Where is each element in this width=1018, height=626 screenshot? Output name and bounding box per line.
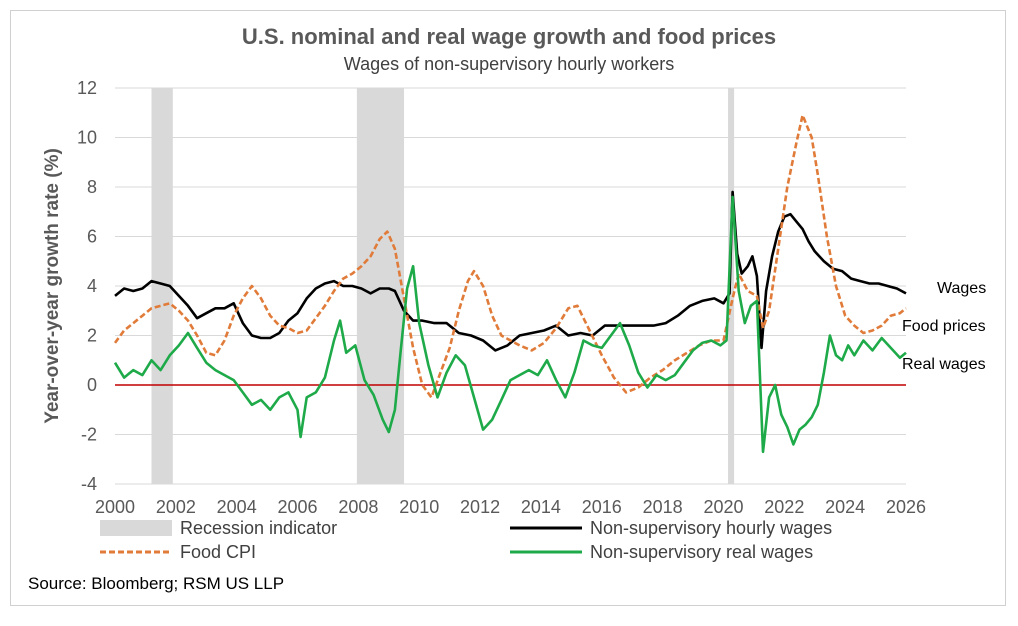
- source-note: Source: Bloomberg; RSM US LLP: [28, 574, 284, 593]
- legend: Recession indicator Non-supervisory hourl…: [100, 518, 832, 562]
- x-tick-label: 2026: [886, 497, 926, 517]
- y-tick-label: 10: [77, 128, 97, 148]
- x-tick-label: 2022: [764, 497, 804, 517]
- y-tick-labels: -4 -2 0 2 4 6 8 10 12: [77, 78, 97, 494]
- end-label: Real wages: [902, 356, 986, 373]
- x-tick-label: 2020: [703, 497, 743, 517]
- y-tick-label: -4: [81, 474, 97, 494]
- series-lines: [113, 113, 907, 454]
- y-tick-label: 12: [77, 78, 97, 98]
- legend-label: Non-supervisory hourly wages: [590, 518, 832, 538]
- legend-label: Non-supervisory real wages: [590, 542, 813, 562]
- y-axis-label: Year-over-year growth rate (%): [42, 148, 63, 424]
- x-tick-label: 2018: [643, 497, 683, 517]
- y-tick-label: 0: [87, 375, 97, 395]
- y-tick-label: 8: [87, 177, 97, 197]
- end-labels: Wages Food prices Real wages: [902, 280, 986, 373]
- series-line-non-supervisory-real-wages: [113, 195, 907, 454]
- x-tick-label: 2004: [217, 497, 257, 517]
- x-tick-label: 2002: [156, 497, 196, 517]
- y-tick-label: 4: [87, 276, 97, 296]
- y-tick-label: 2: [87, 326, 97, 346]
- series-line-non-supervisory-hourly-wages: [114, 190, 907, 352]
- x-tick-label: 2006: [278, 497, 318, 517]
- x-tick-label: 2016: [582, 497, 622, 517]
- end-label: Food prices: [902, 318, 986, 335]
- x-tick-label: 2014: [521, 497, 561, 517]
- x-tick-label: 2008: [338, 497, 378, 517]
- x-tick-label: 2010: [399, 497, 439, 517]
- chart-frame: [10, 10, 1006, 606]
- legend-swatch-recession: [100, 520, 172, 536]
- legend-label: Recession indicator: [180, 518, 337, 538]
- legend-label: Food CPI: [180, 542, 256, 562]
- x-tick-label: 2024: [825, 497, 865, 517]
- y-tick-label: -2: [81, 425, 97, 445]
- x-tick-labels: 2000 2002 2004 2006 2008 2010 2012 2014 2016 2018…: [95, 497, 926, 517]
- chart-subtitle: Wages of non-supervisory hourly workers: [344, 54, 674, 74]
- chart-title: U.S. nominal and real wage growth and fo…: [242, 24, 776, 49]
- y-tick-label: 6: [87, 227, 97, 247]
- grid-lines: [115, 87, 906, 485]
- end-label: Wages: [937, 280, 986, 297]
- x-tick-label: 2012: [460, 497, 500, 517]
- series-line-food-cpi: [113, 113, 907, 399]
- x-tick-label: 2000: [95, 497, 135, 517]
